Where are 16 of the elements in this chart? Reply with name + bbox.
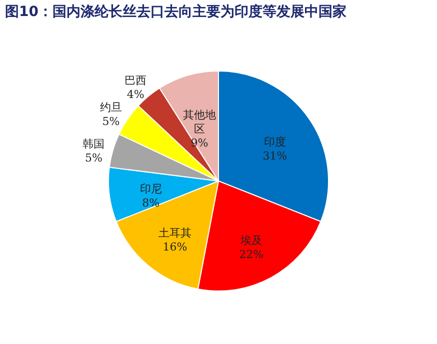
data-label: 8% (142, 196, 160, 210)
data-label: 4% (126, 88, 144, 101)
slice-label: 土耳其 (158, 226, 192, 240)
data-label: 5% (102, 114, 120, 128)
slice-label: 韩国 (82, 138, 105, 151)
slice-label: 印尼 (140, 182, 162, 196)
slice-label: 印度 (264, 136, 286, 149)
slice-label: 巴西 (124, 74, 147, 87)
data-label: 31% (262, 150, 288, 163)
slice-label: 其他地区 (182, 108, 216, 136)
data-label: 22% (239, 248, 264, 261)
data-label: 16% (162, 240, 188, 254)
data-label: 5% (84, 152, 102, 165)
slice-label: 约旦 (100, 100, 122, 114)
chart-title: 图10：国内涤纶长丝去口去向主要为印度等发展中国家 (5, 3, 346, 20)
slice-label: 埃及 (239, 234, 262, 247)
